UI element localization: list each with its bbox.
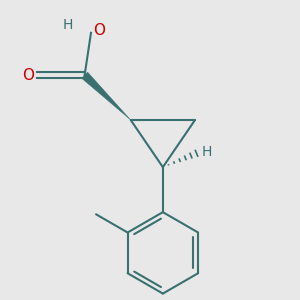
Polygon shape xyxy=(82,72,131,120)
Text: O: O xyxy=(22,68,34,83)
Text: H: H xyxy=(202,146,212,159)
Text: H: H xyxy=(63,18,73,32)
Text: O: O xyxy=(93,23,105,38)
